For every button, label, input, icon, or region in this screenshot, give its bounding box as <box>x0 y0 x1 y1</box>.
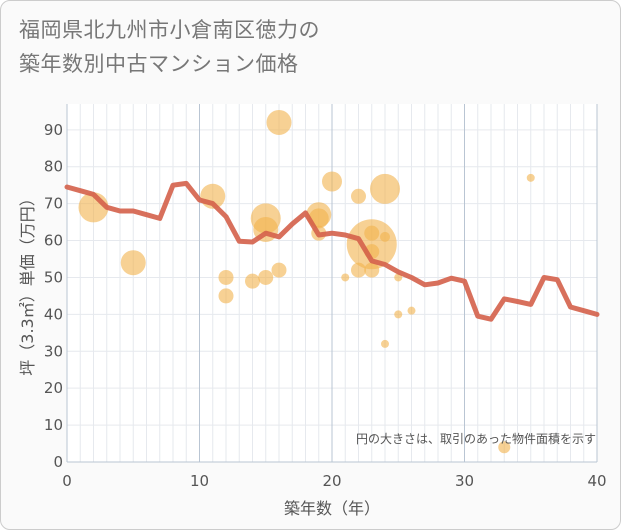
x-tick-label-10: 10 <box>190 472 209 490</box>
bubble-23 <box>380 231 390 242</box>
bubble-25 <box>394 273 403 282</box>
bubble-10 <box>271 262 287 278</box>
x-axis-label: 築年数（年） <box>284 499 380 518</box>
y-tick-label-10: 10 <box>44 416 63 434</box>
bubble-27 <box>407 306 416 315</box>
bubble-1 <box>120 250 146 276</box>
bubble-29 <box>526 173 535 182</box>
y-tick-label-70: 70 <box>44 195 63 213</box>
bubble-5 <box>245 273 260 289</box>
y-tick-label-30: 30 <box>44 342 63 360</box>
x-tick-label-20: 20 <box>322 472 341 490</box>
y-tick-label-80: 80 <box>44 158 63 176</box>
chart-title: 福岡県北九州市小倉南区徳力の 築年数別中古マンション価格 <box>19 13 609 81</box>
bubble-28 <box>498 441 511 454</box>
y-tick-label-90: 90 <box>44 121 63 139</box>
chart-title-line-1: 福岡県北九州市小倉南区徳力の <box>19 18 320 42</box>
bubble-19 <box>364 225 380 241</box>
bubble-9 <box>266 109 292 135</box>
y-axis-ticks: 0 10 20 30 40 50 60 70 80 90 <box>44 121 63 471</box>
bubble-16 <box>351 188 366 204</box>
bubble-8 <box>258 269 274 285</box>
grid-lines <box>66 104 598 463</box>
bubble-22 <box>370 173 400 204</box>
bubble-14 <box>322 171 342 192</box>
size-legend-note: 円の大きさは、取引のあった物件面積を示す <box>356 431 596 446</box>
bubble-4 <box>218 288 234 304</box>
bubble-21 <box>364 262 380 278</box>
y-tick-label-60: 60 <box>44 232 63 250</box>
y-tick-label-50: 50 <box>44 268 63 286</box>
chart-title-line-2: 築年数別中古マンション価格 <box>19 52 299 76</box>
y-axis-label: 坪（3.3㎡）単価（万円） <box>18 190 37 375</box>
bubble-24 <box>381 339 389 348</box>
bubble-26 <box>394 310 403 319</box>
bubble-layer <box>78 109 535 454</box>
y-tick-label-20: 20 <box>44 379 63 397</box>
y-tick-label-0: 0 <box>53 453 63 471</box>
x-axis-ticks: 0 10 20 30 40 <box>62 472 606 490</box>
average-price-line <box>64 180 600 322</box>
x-tick-label-30: 30 <box>455 472 474 490</box>
bubble-15 <box>341 273 350 282</box>
x-tick-label-40: 40 <box>587 472 606 490</box>
x-tick-label-0: 0 <box>62 472 72 490</box>
bubble-3 <box>218 269 234 285</box>
y-tick-label-40: 40 <box>44 305 63 323</box>
